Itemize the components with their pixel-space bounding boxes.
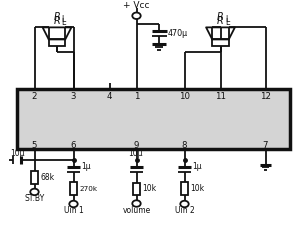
- Text: 11: 11: [215, 92, 226, 101]
- Text: Uin 2: Uin 2: [175, 206, 194, 216]
- Text: 10μ: 10μ: [10, 149, 24, 158]
- Bar: [181, 182, 188, 195]
- Text: 9: 9: [134, 141, 139, 150]
- Circle shape: [132, 200, 141, 207]
- Bar: [212, 39, 229, 46]
- Text: 5: 5: [32, 141, 37, 150]
- Text: 10: 10: [179, 92, 190, 101]
- Text: 1μ: 1μ: [81, 162, 91, 171]
- Text: 4: 4: [107, 92, 112, 101]
- Bar: [31, 171, 38, 184]
- Bar: [16, 89, 290, 149]
- Text: 10k: 10k: [190, 184, 205, 193]
- Bar: [49, 39, 65, 46]
- Text: 270k: 270k: [80, 186, 98, 192]
- Text: 68k: 68k: [40, 173, 55, 182]
- Circle shape: [30, 189, 39, 195]
- Text: 12: 12: [260, 92, 271, 101]
- Text: + Vcc: + Vcc: [123, 1, 150, 10]
- Text: R: R: [217, 16, 224, 26]
- Circle shape: [180, 201, 189, 207]
- Text: R: R: [54, 12, 60, 22]
- Text: 10μ: 10μ: [128, 149, 142, 158]
- Text: L: L: [61, 14, 66, 24]
- Text: L: L: [61, 18, 66, 27]
- Text: Uin 1: Uin 1: [64, 206, 83, 216]
- Text: 1: 1: [134, 92, 139, 101]
- Text: L: L: [225, 18, 229, 27]
- Text: 8: 8: [182, 141, 187, 150]
- Text: L: L: [225, 14, 229, 24]
- Text: 2: 2: [32, 92, 37, 101]
- Text: 1μ: 1μ: [192, 162, 202, 171]
- Text: R: R: [54, 16, 60, 26]
- Text: 7: 7: [263, 141, 268, 150]
- Text: 6: 6: [71, 141, 76, 150]
- Text: R: R: [217, 12, 224, 22]
- Circle shape: [69, 201, 78, 207]
- Bar: [133, 183, 140, 195]
- Bar: [70, 182, 77, 195]
- Text: ST.BY: ST.BY: [24, 194, 45, 203]
- Text: volume: volume: [122, 206, 151, 215]
- Text: 3: 3: [71, 92, 76, 101]
- Text: 10k: 10k: [142, 184, 157, 193]
- Text: 470μ: 470μ: [168, 29, 188, 38]
- Circle shape: [132, 13, 141, 19]
